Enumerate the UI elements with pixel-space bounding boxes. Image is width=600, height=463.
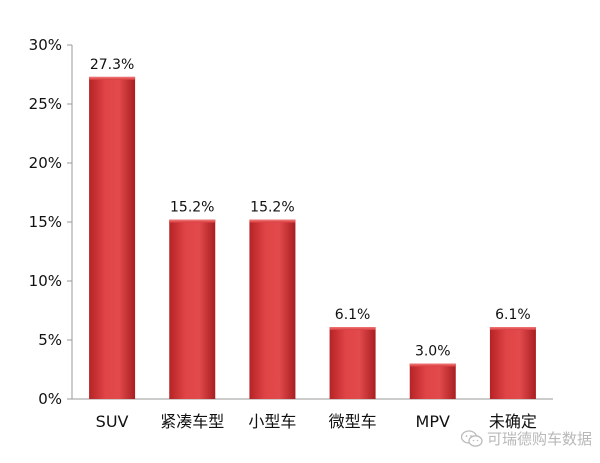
bar-top — [489, 327, 536, 331]
bar-body — [489, 327, 536, 399]
data-label: 15.2% — [170, 200, 214, 216]
data-labels: 27.3% 15.2% 15.2% 6.1% 3.0% 6.1% — [90, 57, 531, 360]
y-tick-label: 0% — [38, 390, 62, 408]
bar-body — [89, 76, 136, 400]
watermark: 可瑞德购车数据 — [460, 428, 592, 449]
bar — [329, 327, 376, 399]
y-tick-label: 5% — [38, 331, 62, 349]
bar-body — [249, 219, 296, 399]
y-tick-label: 20% — [29, 154, 62, 172]
bar — [249, 219, 296, 399]
bar — [169, 219, 216, 399]
bar-top — [169, 219, 216, 223]
bar — [89, 76, 136, 400]
category-label: 紧凑车型 — [160, 412, 224, 431]
category-labels: SUV 紧凑车型 小型车 微型车 MPV 未确定 — [96, 412, 537, 431]
bars — [89, 76, 536, 400]
category-label: 未确定 — [489, 412, 537, 431]
data-label: 15.2% — [250, 200, 294, 216]
data-label: 6.1% — [495, 307, 531, 323]
axes — [71, 45, 553, 400]
data-label: 3.0% — [415, 344, 451, 360]
data-label: 6.1% — [335, 307, 371, 323]
bar-body — [409, 363, 456, 399]
wechat-icon — [460, 429, 483, 447]
bar — [409, 363, 456, 399]
bar — [489, 327, 536, 399]
category-label: 微型车 — [329, 412, 377, 431]
bar-top — [249, 219, 296, 223]
bar-body — [169, 219, 216, 399]
y-ticks: 0% 5% 10% 15% 20% 25% 30% — [29, 36, 72, 408]
category-label: MPV — [416, 412, 450, 431]
bar-top — [89, 76, 136, 80]
bar-body — [329, 327, 376, 399]
y-tick-label: 10% — [29, 272, 62, 290]
category-label: SUV — [96, 412, 129, 431]
bar-top — [329, 327, 376, 331]
data-label: 27.3% — [90, 57, 134, 73]
category-label: 小型车 — [248, 412, 296, 431]
watermark-text: 可瑞德购车数据 — [486, 430, 592, 448]
y-tick-label: 15% — [29, 213, 62, 231]
y-tick-label: 25% — [29, 95, 62, 113]
y-tick-label: 30% — [29, 36, 62, 54]
bar-top — [409, 363, 456, 367]
